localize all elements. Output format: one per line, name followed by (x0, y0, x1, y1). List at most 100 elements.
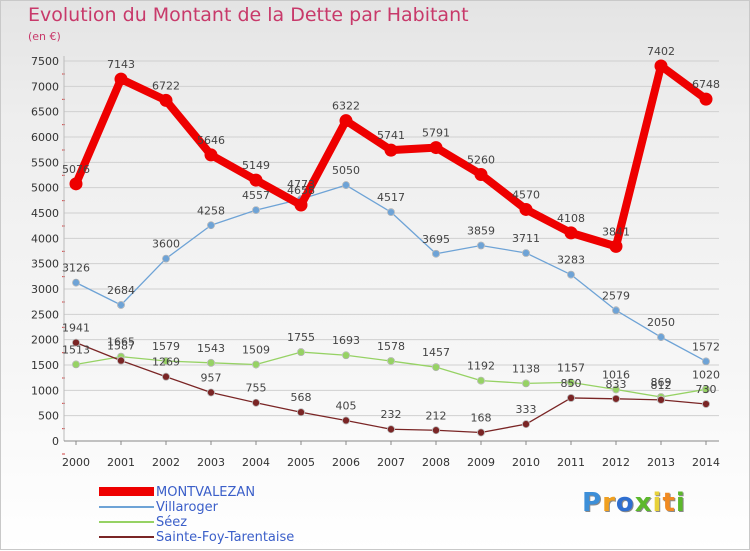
legend-swatch-villaroger (99, 506, 154, 508)
y-tick-label-3500: 3500 (31, 258, 59, 271)
point-s-ez-2010 (522, 379, 531, 388)
x-tick-label-2010: 2010 (512, 456, 540, 469)
data-label-s-ez-2007: 1578 (377, 340, 405, 353)
point-outline (117, 356, 125, 365)
legend-label-s-ez: Séez (156, 515, 188, 530)
point-villaroger-2014 (702, 357, 711, 366)
point-outline (432, 249, 440, 258)
point-montvalezan-2003 (204, 148, 218, 162)
legend-label-villaroger: Villaroger (156, 500, 219, 515)
point-montvalezan-2007 (384, 143, 398, 157)
point-villaroger-2002 (161, 254, 170, 263)
data-label-villaroger-2012: 2579 (602, 289, 630, 302)
point-outline (162, 254, 170, 263)
x-tick-label-2006: 2006 (332, 456, 360, 469)
point-sainte-foy-tarentaise-2012 (612, 394, 621, 403)
point-outline (297, 348, 305, 356)
x-tick-label-2005: 2005 (287, 456, 315, 469)
point-sainte-foy-tarentaise-2009 (476, 428, 485, 437)
data-label-sainte-foy-tarentaise-2008: 212 (426, 409, 447, 422)
logo-letter: r (602, 488, 616, 518)
data-label-villaroger-2008: 3695 (422, 233, 450, 246)
data-label-sainte-foy-tarentaise-2005: 568 (291, 391, 312, 404)
y-tick-label-1500: 1500 (31, 359, 59, 372)
point-outline (207, 358, 215, 367)
point-montvalezan-2014 (699, 92, 713, 106)
point-s-ez-2011 (567, 378, 576, 387)
data-label-villaroger-2006: 5050 (332, 164, 360, 177)
data-label-villaroger-2000: 3126 (62, 262, 90, 275)
data-label-villaroger-2009: 3859 (467, 224, 495, 237)
point-outline (252, 398, 260, 407)
data-label-sainte-foy-tarentaise-2010: 333 (516, 403, 537, 416)
point-outline (387, 357, 395, 365)
point-outline (657, 333, 665, 342)
data-label-s-ez-2011: 1157 (557, 361, 585, 374)
data-label-montvalezan-2010: 4570 (512, 188, 540, 201)
point-outline (72, 360, 80, 369)
point-montvalezan-2002 (159, 93, 173, 107)
data-label-s-ez-2005: 1755 (287, 331, 315, 344)
point-s-ez-2005 (296, 348, 305, 357)
point-outline (612, 394, 620, 403)
data-label-villaroger-2003: 4258 (197, 204, 225, 217)
logo-letter: i (652, 488, 663, 518)
data-label-villaroger-2002: 3600 (152, 238, 180, 251)
y-tick-label-3000: 3000 (31, 283, 59, 296)
chart-subtitle: (en €) (28, 30, 61, 43)
data-label-s-ez-2000: 1513 (62, 343, 90, 356)
point-outline (387, 425, 395, 434)
point-outline (162, 357, 170, 365)
data-label-sainte-foy-tarentaise-2006: 405 (336, 399, 357, 412)
data-label-montvalezan-2003: 5646 (197, 134, 225, 147)
point-outline (657, 395, 665, 404)
y-tick-label-500: 500 (38, 410, 59, 423)
x-tick-label-2000: 2000 (62, 456, 90, 469)
point-villaroger-2011 (567, 270, 576, 279)
x-tick-label-2001: 2001 (107, 456, 135, 469)
logo-letter: x (634, 488, 653, 518)
data-label-sainte-foy-tarentaise-2011: 850 (561, 377, 582, 390)
legend-swatch-s-ez (99, 521, 154, 523)
y-tick-label-5000: 5000 (31, 182, 59, 195)
data-label-montvalezan-2006: 6322 (332, 100, 360, 113)
data-label-s-ez-2008: 1457 (422, 346, 450, 359)
data-label-villaroger-2013: 2050 (647, 316, 675, 329)
legend-swatch-montvalezan (99, 487, 154, 496)
point-outline (432, 363, 440, 372)
point-outline (477, 376, 485, 385)
point-outline (522, 379, 530, 388)
data-label-villaroger-2001: 2684 (107, 284, 135, 297)
point-s-ez-2014 (702, 385, 711, 394)
data-label-montvalezan-2014: 6748 (692, 78, 720, 91)
point-outline (252, 360, 260, 369)
point-sainte-foy-tarentaise-2013 (657, 395, 666, 404)
point-s-ez-2009 (476, 376, 485, 385)
data-label-montvalezan-2008: 5791 (422, 127, 450, 140)
y-tick-label-4000: 4000 (31, 232, 59, 245)
proxiti-logo: Proxiti (582, 488, 686, 518)
y-tick-label-2500: 2500 (31, 308, 59, 321)
point-sainte-foy-tarentaise-2004 (251, 398, 260, 407)
y-tick-label-7000: 7000 (31, 80, 59, 93)
point-outline (477, 241, 485, 250)
logo-letter: i (675, 488, 686, 518)
point-montvalezan-2000 (69, 177, 83, 191)
x-tick-label-2011: 2011 (557, 456, 585, 469)
x-tick-label-2012: 2012 (602, 456, 630, 469)
data-label-s-ez-2012: 1016 (602, 369, 630, 382)
point-outline (297, 408, 305, 417)
point-outline (612, 385, 620, 394)
point-outline (207, 388, 215, 397)
point-villaroger-2012 (612, 306, 621, 315)
data-label-sainte-foy-tarentaise-2009: 168 (471, 411, 492, 424)
y-tick-label-4500: 4500 (31, 207, 59, 220)
point-outline (342, 181, 350, 190)
data-label-villaroger-2007: 4517 (377, 191, 405, 204)
data-label-villaroger-2005: 4773 (287, 178, 315, 191)
point-montvalezan-2011 (564, 226, 578, 240)
logo-letter: o (615, 488, 635, 518)
point-sainte-foy-tarentaise-2002 (161, 372, 170, 381)
data-label-s-ez-2004: 1509 (242, 344, 270, 357)
